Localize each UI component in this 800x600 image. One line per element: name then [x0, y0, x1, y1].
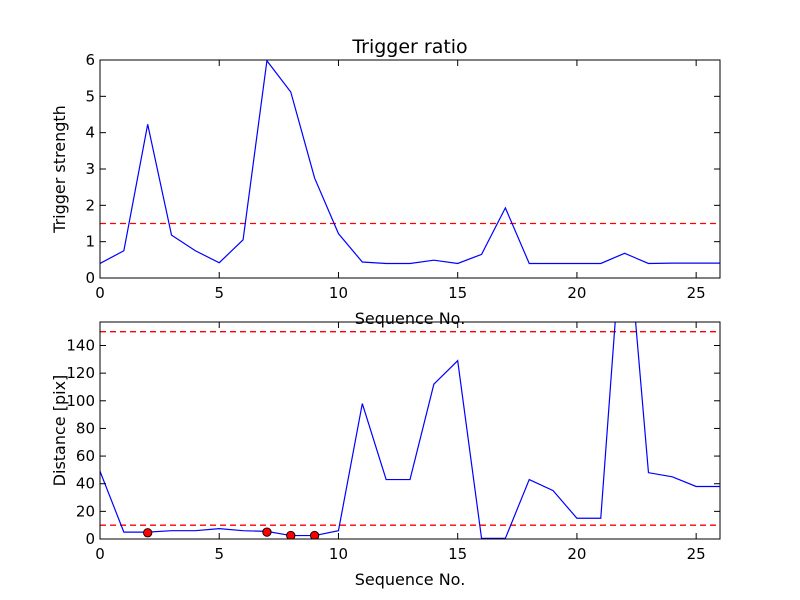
x-tick-label: 25: [687, 545, 706, 563]
x-tick-label: 5: [214, 284, 224, 302]
y-tick-label: 3: [85, 160, 95, 178]
axes-frame: [99, 321, 721, 540]
y-tick-label: 40: [76, 475, 95, 493]
data-layer: [100, 60, 720, 265]
marker-point-3: [309, 530, 320, 539]
x-axis-label: Sequence No.: [355, 309, 466, 328]
y-axis-label: Trigger strength: [50, 105, 69, 234]
x-tick-label: 20: [567, 284, 586, 302]
y-tick-label: 1: [85, 233, 95, 251]
series-line-0: [100, 60, 720, 265]
x-tick-label: 0: [95, 284, 105, 302]
x-tick-label: 20: [567, 545, 586, 563]
y-tick-label: 2: [85, 196, 95, 214]
series-line-0: [100, 322, 720, 539]
marker-point-1: [262, 527, 272, 537]
y-tick-label: 0: [85, 530, 95, 548]
axes-frame: [99, 59, 721, 279]
y-tick-label: 100: [66, 392, 95, 410]
bottom-plot: 0 5 10 15 20 25 0 20 40 60 80 100 120 140 Sequence No.…: [50, 321, 721, 589]
x-tick-label: 10: [329, 545, 348, 563]
y-tick-label: 140: [66, 336, 95, 354]
y-tick-label: 20: [76, 502, 95, 520]
x-tick-label: 5: [214, 545, 224, 563]
y-tick-label: 60: [76, 447, 95, 465]
y-tick-label: 0: [85, 269, 95, 287]
x-axis-label: Sequence No.: [355, 570, 466, 589]
top-plot: 0 5 10 15 20 25 0 1 2 3 4 5 6 Sequence No. Trigger str…: [50, 36, 721, 328]
y-tick-label: 80: [76, 419, 95, 437]
y-tick-label: 120: [66, 364, 95, 382]
x-tick-label: 0: [95, 545, 105, 563]
x-tick-label: 25: [687, 284, 706, 302]
y-tick-label: 4: [85, 124, 95, 142]
y-tick-label: 6: [85, 51, 95, 69]
chart-title: Trigger ratio: [351, 36, 467, 58]
y-tick-label: 5: [85, 87, 95, 105]
marker-point-0: [143, 528, 153, 538]
y-axis-label: Distance [pix]: [50, 375, 69, 487]
x-tick-label: 10: [329, 284, 348, 302]
data-layer: [100, 322, 720, 539]
x-tick-label: 15: [448, 545, 467, 563]
x-tick-label: 15: [448, 284, 467, 302]
marker-point-2: [286, 530, 296, 539]
